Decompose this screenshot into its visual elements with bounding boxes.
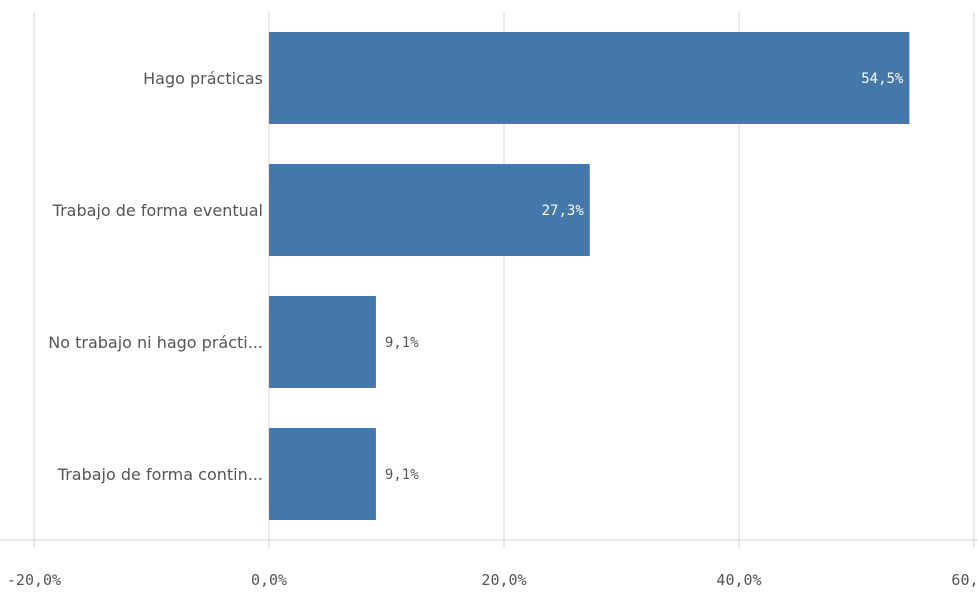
bar-2 [269,296,376,388]
data-label-3: 9,1% [385,467,419,483]
x-tick-label-1: 0,0% [251,571,287,589]
category-label-2: No trabajo ni hago prácti... [48,333,263,352]
x-tick-label-4: 60,0% [951,571,978,589]
bar-0 [269,32,910,124]
data-label-0: 54,5% [861,71,904,87]
category-label-1: Trabajo de forma eventual [52,201,263,220]
x-tick-label-2: 20,0% [481,571,526,589]
x-tick-label-0: -20,0% [7,571,61,589]
category-label-3: Trabajo de forma contin... [57,465,263,484]
data-label-2: 9,1% [385,335,419,351]
category-label-0: Hago prácticas [143,69,263,88]
bar-3 [269,428,376,520]
bar-1 [269,164,590,256]
x-tick-label-3: 40,0% [716,571,761,589]
data-label-1: 27,3% [542,203,585,219]
